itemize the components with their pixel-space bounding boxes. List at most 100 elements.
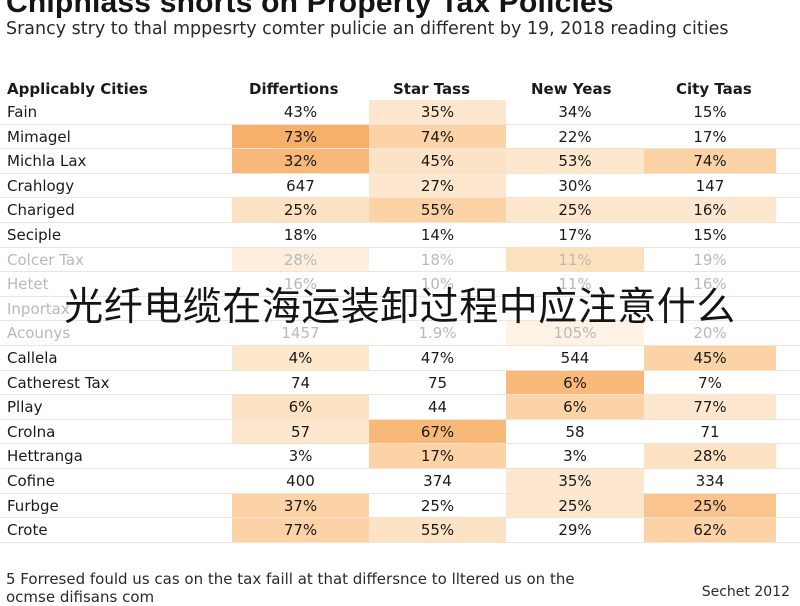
value-cell: 1.9% — [369, 321, 506, 345]
value-cell: 15% — [644, 100, 776, 124]
column-header-differtions: Differtions — [249, 80, 339, 98]
value-cell — [369, 296, 506, 321]
value-cell — [506, 296, 644, 321]
value-cell: 18% — [369, 247, 506, 272]
value-cell: 55% — [369, 518, 506, 542]
value-cell: 25% — [644, 493, 776, 518]
value-cell: 73% — [232, 124, 369, 149]
value-cell: 16% — [644, 272, 776, 296]
value-cell: 1457 — [232, 321, 369, 345]
column-header-city-taas: City Taas — [676, 80, 752, 98]
table-row: Michla Lax 32% 45% 53% 74% — [0, 149, 800, 174]
table-row: Pllay 6% 44 6% 77% — [0, 395, 800, 420]
value-cell: 74 — [232, 370, 369, 395]
value-cell: 32% — [232, 149, 369, 173]
value-cell: 25% — [506, 493, 644, 518]
table-row: Catherest Tax 74 75 6% 7% — [0, 370, 800, 396]
value-cell: 67% — [369, 419, 506, 444]
value-cell: 30% — [506, 173, 644, 198]
value-cell: 35% — [506, 468, 644, 493]
value-cell: 16% — [232, 272, 369, 296]
value-cell: 25% — [232, 198, 369, 222]
table-row: Furbge 37% 25% 25% 25% — [0, 493, 800, 519]
value-cell: 44 — [369, 395, 506, 419]
column-header-star-tass: Star Tass — [393, 80, 470, 98]
value-cell: 25% — [369, 493, 506, 518]
column-header-new-yeas: New Yeas — [531, 80, 612, 98]
value-cell — [644, 296, 776, 321]
value-cell: 58 — [506, 419, 644, 444]
table-row: Crote 77% 55% 29% 62% — [0, 518, 800, 543]
city-name-cell: Crahlogy — [0, 173, 232, 198]
value-cell: 43% — [232, 100, 369, 124]
city-name-cell: Seciple — [0, 222, 232, 247]
table-row: Colcer Tax 28% 18% 11% 19% — [0, 247, 800, 273]
value-cell: 55% — [369, 198, 506, 222]
value-cell: 7% — [644, 370, 776, 395]
page-title: Chipniass shorts on Property Tax Policie… — [6, 0, 614, 19]
value-cell: 71 — [644, 419, 776, 444]
city-name-cell: Crote — [0, 518, 232, 542]
overlay-caption: 光纤电缆在海运装卸过程中应注意什么 — [64, 285, 736, 330]
value-cell: 29% — [506, 518, 644, 542]
value-cell: 74% — [369, 124, 506, 149]
value-cell: 45% — [369, 149, 506, 173]
value-cell: 400 — [232, 468, 369, 493]
source-note: Sechet 2012 — [701, 584, 790, 600]
city-name-cell: Inportax — [0, 296, 232, 321]
value-cell: 62% — [644, 518, 776, 542]
value-cell: 14% — [369, 222, 506, 247]
value-cell: 57 — [232, 419, 369, 444]
table-row: Acounys 1457 1.9% 105% 20% — [0, 321, 800, 346]
value-cell: 11% — [506, 247, 644, 272]
value-cell: 19% — [644, 247, 776, 272]
value-cell — [232, 296, 369, 321]
value-cell: 20% — [644, 321, 776, 345]
value-cell: 17% — [506, 222, 644, 247]
city-name-cell: Hettranga — [0, 444, 232, 468]
value-cell: 15% — [644, 222, 776, 247]
table-row: Fain 43% 35% 34% 15% — [0, 100, 800, 125]
city-name-cell: Acounys — [0, 321, 232, 345]
table-row: Cofine 400 374 35% 334 — [0, 468, 800, 494]
value-cell: 77% — [232, 518, 369, 542]
value-cell: 28% — [232, 247, 369, 272]
table-row: Hettranga 3% 17% 3% 28% — [0, 444, 800, 469]
value-cell: 28% — [644, 444, 776, 468]
city-name-cell: Mimagel — [0, 124, 232, 149]
value-cell: 74% — [644, 149, 776, 173]
city-name-cell: Furbge — [0, 493, 232, 518]
page-subtitle: Srancy stry to thal mppesrty comter puli… — [6, 19, 729, 39]
city-name-cell: Crolna — [0, 419, 232, 444]
table-row: Seciple 18% 14% 17% 15% — [0, 222, 800, 248]
table-row: Hetet 16% 10% 11% 16% — [0, 272, 800, 297]
value-cell: 105% — [506, 321, 644, 345]
value-cell: 544 — [506, 345, 644, 370]
value-cell: 11% — [506, 272, 644, 296]
city-name-cell: Michla Lax — [0, 149, 232, 173]
value-cell: 47% — [369, 345, 506, 370]
value-cell: 6% — [506, 395, 644, 419]
table-row: Callela 4% 47% 544 45% — [0, 345, 800, 371]
data-table: Fain 43% 35% 34% 15% Mimagel 73% 74% 22% 17% Michl… — [0, 100, 800, 543]
value-cell: 10% — [369, 272, 506, 296]
table-row: Mimagel 73% 74% 22% 17% — [0, 124, 800, 150]
value-cell: 17% — [369, 444, 506, 468]
value-cell: 334 — [644, 468, 776, 493]
value-cell: 27% — [369, 173, 506, 198]
city-name-cell: Fain — [0, 100, 232, 124]
table-row: Crahlogy 647 27% 30% 147 — [0, 173, 800, 199]
table-row: Chariged 25% 55% 25% 16% — [0, 198, 800, 223]
value-cell: 16% — [644, 198, 776, 222]
value-cell: 75 — [369, 370, 506, 395]
city-name-cell: Cofine — [0, 468, 232, 493]
value-cell: 77% — [644, 395, 776, 419]
table-row: Inportax — [0, 296, 800, 322]
value-cell: 374 — [369, 468, 506, 493]
city-name-cell: Colcer Tax — [0, 247, 232, 272]
value-cell: 17% — [644, 124, 776, 149]
column-header-cities: Applicably Cities — [7, 80, 148, 98]
table-header: Applicably Cities Differtions Star Tass … — [0, 78, 800, 100]
city-name-cell: Hetet — [0, 272, 232, 296]
value-cell: 53% — [506, 149, 644, 173]
